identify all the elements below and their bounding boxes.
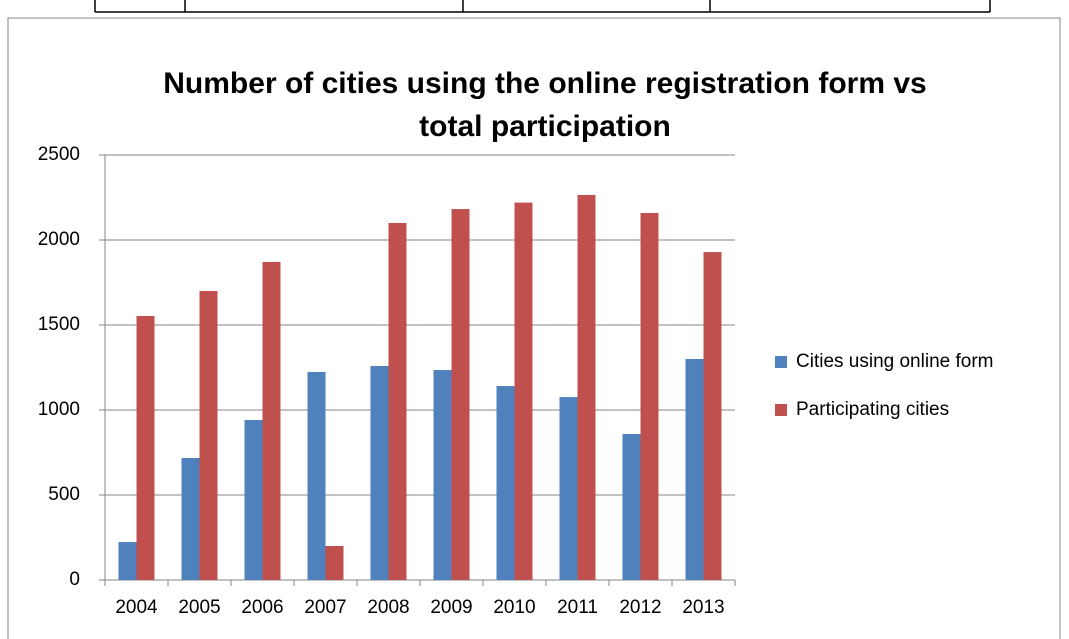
bar xyxy=(262,261,281,580)
y-tick-label: 0 xyxy=(69,569,80,590)
bar xyxy=(244,420,263,580)
bar xyxy=(136,315,155,580)
bar xyxy=(451,209,470,580)
bar xyxy=(370,365,389,580)
chart-border xyxy=(7,17,1061,639)
x-tick-label: 2004 xyxy=(115,597,158,618)
bar xyxy=(118,542,137,580)
bar xyxy=(685,359,704,580)
x-tick-label: 2006 xyxy=(241,597,283,618)
y-tick-label: 500 xyxy=(48,484,80,505)
bar xyxy=(577,194,596,580)
legend-label: Participating cities xyxy=(796,399,949,420)
x-tick-label: 2011 xyxy=(557,597,598,618)
x-tick-label: 2007 xyxy=(304,597,346,618)
bar xyxy=(199,291,218,580)
table-fragment xyxy=(94,0,991,13)
legend-swatch xyxy=(775,404,787,416)
chart-title: Number of cities using the online regist… xyxy=(163,67,926,100)
bar xyxy=(433,370,452,580)
x-tick-label: 2013 xyxy=(682,597,724,618)
bar xyxy=(181,457,200,580)
bar xyxy=(559,397,578,580)
bar xyxy=(514,202,533,580)
bar xyxy=(496,386,515,580)
y-tick-label: 2500 xyxy=(38,144,80,165)
bar xyxy=(703,252,722,580)
bar xyxy=(622,433,641,580)
legend-label: Cities using online form xyxy=(796,351,993,372)
x-tick-label: 2012 xyxy=(619,597,661,618)
bar xyxy=(325,546,344,580)
x-tick-label: 2009 xyxy=(430,597,472,618)
y-tick-label: 1000 xyxy=(38,399,80,420)
bar xyxy=(307,371,326,580)
y-tick-label: 2000 xyxy=(38,229,80,250)
x-tick-label: 2005 xyxy=(178,597,220,618)
x-tick-label: 2010 xyxy=(493,597,535,618)
legend-swatch xyxy=(775,356,787,368)
x-tick-label: 2008 xyxy=(367,597,409,618)
bar xyxy=(388,223,407,580)
bar xyxy=(640,212,659,580)
chart-title: total participation xyxy=(419,110,671,143)
y-tick-label: 1500 xyxy=(38,314,80,335)
